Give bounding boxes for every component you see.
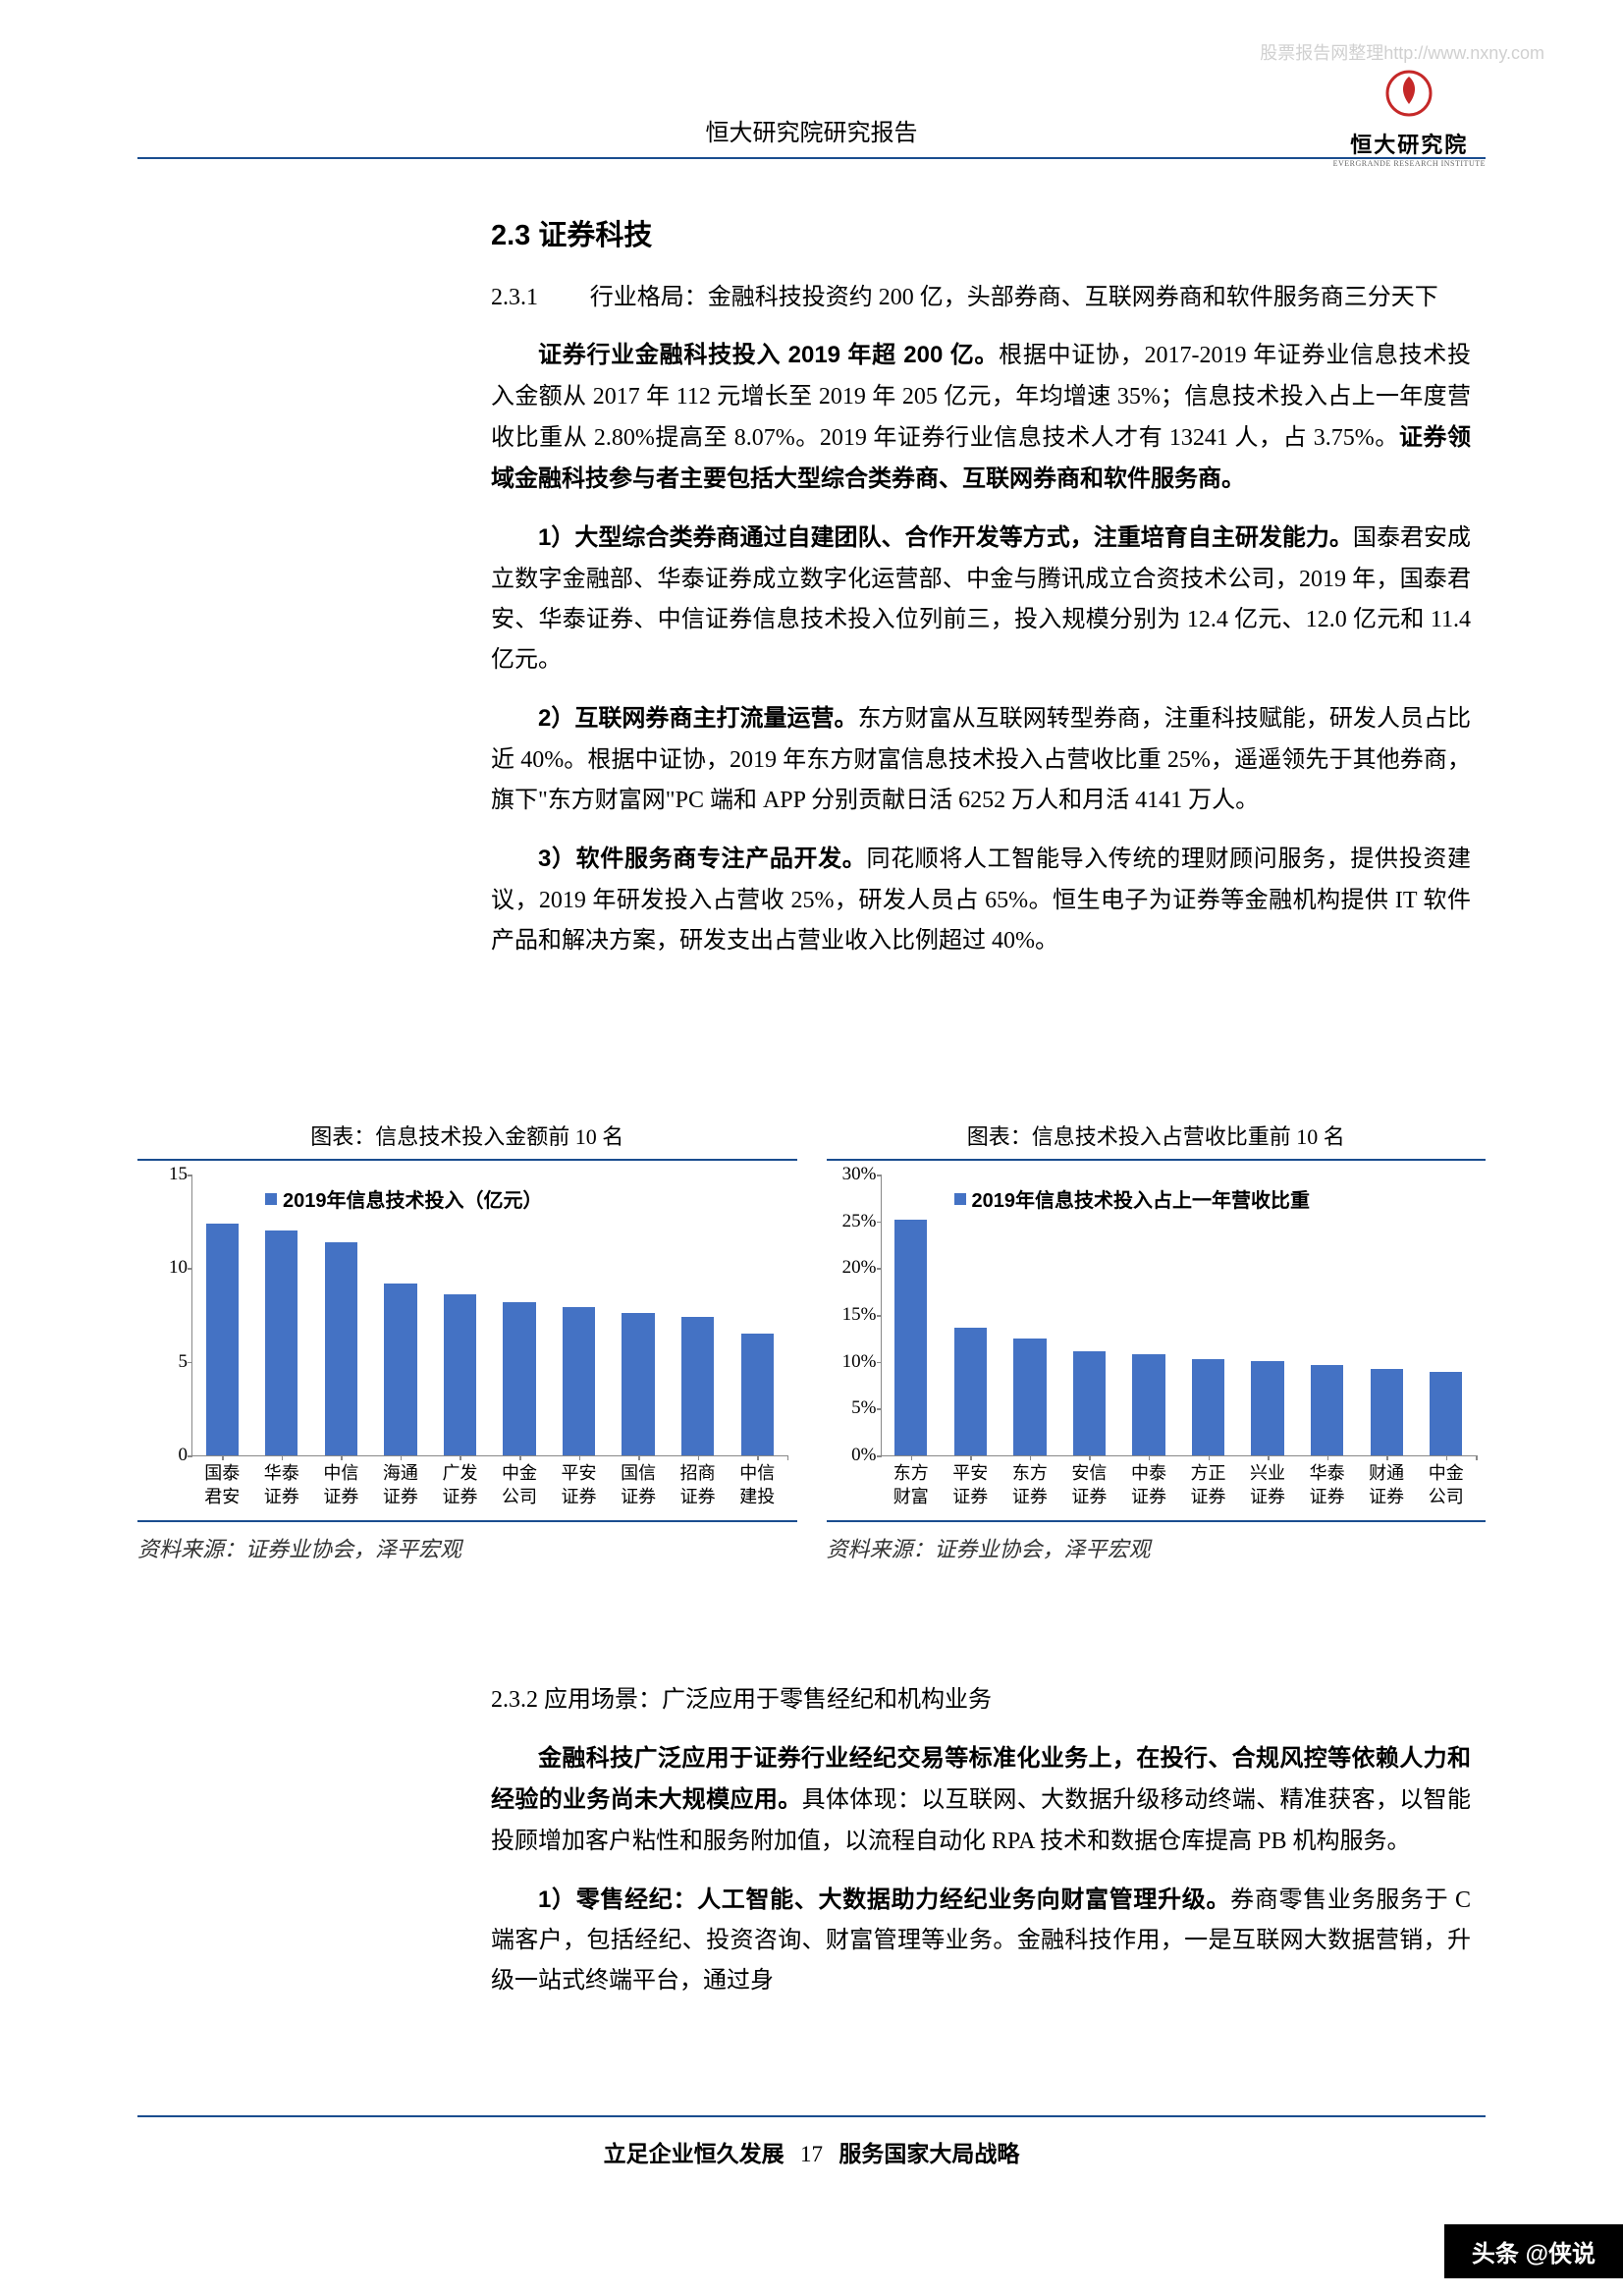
- y-tick-label: 10%: [838, 1351, 877, 1373]
- bar: [954, 1328, 987, 1455]
- chart-plot: 051015国泰君安华泰证券中信证券海通证券广发证券中金公司平安证券国信证券招商…: [191, 1175, 787, 1456]
- header-separator: [137, 157, 1486, 159]
- bar: [563, 1307, 595, 1455]
- bar: [1371, 1369, 1403, 1455]
- bar: [1073, 1351, 1106, 1455]
- x-tick-label: 财通证券: [1357, 1455, 1417, 1509]
- bar: [681, 1317, 714, 1455]
- y-tick-label: 15%: [838, 1304, 877, 1326]
- bold-run: 1）零售经纪：人工智能、大数据助力经纪业务向财富管理升级。: [538, 1886, 1230, 1913]
- x-tick-label: 国信证券: [609, 1455, 669, 1509]
- bar: [622, 1313, 654, 1455]
- chart-right-block: 图表：信息技术投入占营收比重前 10 名 2019年信息技术投入占上一年营收比重…: [827, 1120, 1487, 1563]
- logo-text-cn: 恒大研究院: [1333, 128, 1486, 159]
- x-tick-label: 东方证券: [1001, 1455, 1060, 1509]
- chart-right-source: 资料来源：证券业协会，泽平宏观: [827, 1532, 1487, 1563]
- bold-run: 2）互联网券商主打流量运营。: [538, 705, 858, 732]
- header-title: 恒大研究院研究报告: [137, 113, 1486, 147]
- y-tick-label: 0%: [838, 1445, 877, 1466]
- x-tick-label: 东方财富: [881, 1455, 941, 1509]
- chart-right-title: 图表：信息技术投入占营收比重前 10 名: [827, 1120, 1487, 1151]
- x-tick-label: 中信建投: [728, 1455, 787, 1509]
- chart-plot: 0%5%10%15%20%25%30%东方财富平安证券东方证券安信证券中泰证券方…: [881, 1175, 1477, 1456]
- bar: [1311, 1365, 1343, 1455]
- chart-title-line: [827, 1159, 1487, 1161]
- heading-text: 行业格局：金融科技投资约 200 亿，头部券商、互联网券商和软件服务商三分天下: [491, 279, 1471, 318]
- y-tick-label: 10: [148, 1257, 188, 1279]
- y-tick-label: 25%: [838, 1211, 877, 1232]
- paragraph-4: 3）软件服务商专注产品开发。同花顺将人工智能导入传统的理财顾问服务，提供投资建议…: [491, 839, 1471, 961]
- footer-left: 立足企业恒久发展: [604, 2141, 784, 2166]
- x-tick-label: 中信证券: [311, 1455, 371, 1509]
- x-tick-label: 兴业证券: [1238, 1455, 1298, 1509]
- x-tick-label: 安信证券: [1059, 1455, 1119, 1509]
- page-number: 17: [790, 2142, 833, 2166]
- x-tick-label: 国泰君安: [192, 1455, 252, 1509]
- x-tick-label: 中金公司: [1416, 1455, 1476, 1509]
- y-tick-label: 5%: [838, 1397, 877, 1419]
- x-tick-label: 平安证券: [549, 1455, 609, 1509]
- bar: [265, 1230, 298, 1455]
- bold-run: 证券行业金融科技投入 2019 年超 200 亿。: [538, 342, 999, 368]
- y-tick-label: 0: [148, 1445, 188, 1466]
- y-tick-label: 15: [148, 1164, 188, 1185]
- paragraph-2: 1）大型综合类券商通过自建团队、合作开发等方式，注重培育自主研发能力。国泰君安成…: [491, 518, 1471, 681]
- paragraph-3: 2）互联网券商主打流量运营。东方财富从互联网转型券商，注重科技赋能，研发人员占比…: [491, 698, 1471, 821]
- x-tick-label: 中金公司: [490, 1455, 550, 1509]
- bar: [444, 1294, 476, 1455]
- main-content-lower: 2.3.2 应用场景：广泛应用于零售经纪和机构业务 金融科技广泛应用于证券行业经…: [491, 1679, 1471, 2020]
- footer-right: 服务国家大局战略: [839, 2141, 1019, 2166]
- bar: [206, 1224, 239, 1455]
- x-tick-label: 招商证券: [668, 1455, 728, 1509]
- bar: [325, 1242, 357, 1455]
- heading-2-3-2: 2.3.2 应用场景：广泛应用于零售经纪和机构业务: [491, 1679, 1471, 1721]
- charts-row: 图表：信息技术投入金额前 10 名 2019年信息技术投入（亿元）051015国…: [137, 1120, 1486, 1563]
- header-logo: 恒大研究院 EVERGRANDE RESEARCH INSTITUTE: [1333, 69, 1486, 168]
- logo-text-en: EVERGRANDE RESEARCH INSTITUTE: [1333, 159, 1486, 168]
- bar: [741, 1334, 774, 1455]
- bar: [894, 1220, 927, 1455]
- footer-separator: [137, 2115, 1486, 2117]
- x-tick-label: 华泰证券: [1297, 1455, 1357, 1509]
- x-tick-label: 海通证券: [371, 1455, 431, 1509]
- bold-run: 1）大型综合类券商通过自建团队、合作开发等方式，注重培育自主研发能力。: [538, 524, 1353, 551]
- chart-source-line: [827, 1520, 1487, 1522]
- x-tick-label: 平安证券: [941, 1455, 1001, 1509]
- chart-title-line: [137, 1159, 797, 1161]
- bar: [1430, 1372, 1462, 1455]
- x-tick-label: 广发证券: [430, 1455, 490, 1509]
- y-tick-label: 5: [148, 1351, 188, 1373]
- chart-left-block: 图表：信息技术投入金额前 10 名 2019年信息技术投入（亿元）051015国…: [137, 1120, 797, 1563]
- paragraph-5: 金融科技广泛应用于证券行业经纪交易等标准化业务上，在投行、合规风控等依赖人力和经…: [491, 1738, 1471, 1862]
- watermark-bottom: 头条 @侠说: [1444, 2224, 1623, 2278]
- paragraph-1: 证券行业金融科技投入 2019 年超 200 亿。根据中证协，2017-2019…: [491, 335, 1471, 500]
- chart-left-area: 2019年信息技术投入（亿元）051015国泰君安华泰证券中信证券海通证券广发证…: [137, 1167, 797, 1520]
- y-tick-label: 30%: [838, 1164, 877, 1185]
- heading-2-3-1: 2.3.1 行业格局：金融科技投资约 200 亿，头部券商、互联网券商和软件服务…: [491, 279, 1471, 318]
- x-tick-label: 方正证券: [1178, 1455, 1238, 1509]
- page-footer: 立足企业恒久发展 17 服务国家大局战略: [137, 2115, 1486, 2168]
- bold-run: 3）软件服务商专注产品开发。: [538, 846, 866, 872]
- heading-2-3: 2.3 证券科技: [491, 211, 1471, 261]
- page-header: 恒大研究院研究报告 恒大研究院 EVERGRANDE RESEARCH INST…: [0, 98, 1623, 147]
- logo-icon: [1384, 69, 1434, 118]
- bar: [1132, 1354, 1164, 1455]
- paragraph-6: 1）零售经纪：人工智能、大数据助力经纪业务向财富管理升级。券商零售业务服务于 C…: [491, 1880, 1471, 2002]
- bar: [1013, 1339, 1046, 1455]
- watermark-top: 股票报告网整理http://www.nxny.com: [1260, 39, 1544, 65]
- bar: [1192, 1359, 1224, 1455]
- main-content-upper: 2.3 证券科技 2.3.1 行业格局：金融科技投资约 200 亿，头部券商、互…: [491, 211, 1471, 979]
- y-tick-label: 20%: [838, 1257, 877, 1279]
- chart-right-area: 2019年信息技术投入占上一年营收比重0%5%10%15%20%25%30%东方…: [827, 1167, 1487, 1520]
- x-tick-label: 华泰证券: [252, 1455, 312, 1509]
- chart-left-title: 图表：信息技术投入金额前 10 名: [137, 1120, 797, 1151]
- bar: [503, 1302, 535, 1455]
- chart-left-source: 资料来源：证券业协会，泽平宏观: [137, 1532, 797, 1563]
- footer-text: 立足企业恒久发展 17 服务国家大局战略: [137, 2135, 1486, 2168]
- heading-label: 2.3.1: [491, 285, 538, 310]
- bar: [1251, 1361, 1283, 1455]
- x-tick-label: 中泰证券: [1119, 1455, 1179, 1509]
- bar: [384, 1284, 416, 1455]
- chart-source-line: [137, 1520, 797, 1522]
